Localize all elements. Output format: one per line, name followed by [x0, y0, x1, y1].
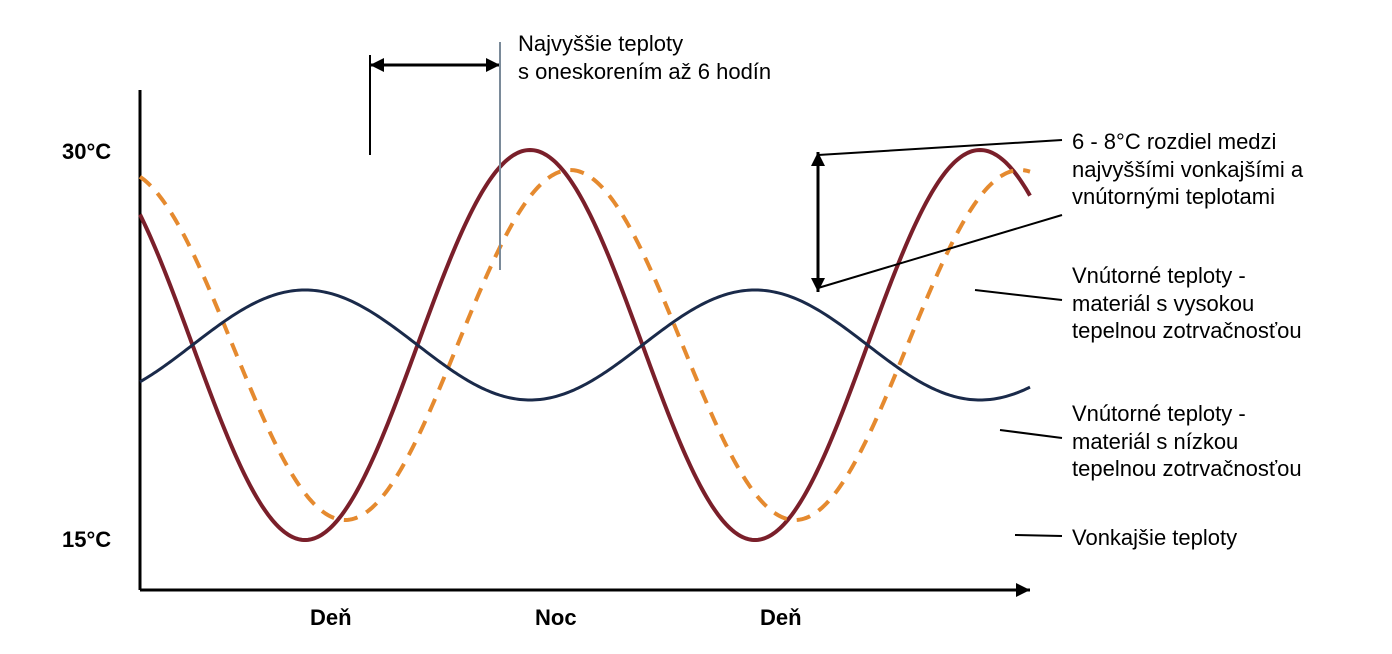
legend-high-l3: tepelnou zotrvačnosťou — [1072, 318, 1302, 343]
legend-low-l3: tepelnou zotrvačnosťou — [1072, 456, 1302, 481]
x-label-den-2: Deň — [760, 604, 802, 632]
y-tick-15: 15°C — [62, 526, 111, 554]
legend-ext-l1: Vonkajšie teploty — [1072, 525, 1237, 550]
anno-diff-l3: vnútornými teplotami — [1072, 184, 1275, 209]
anno-diff-l1: 6 - 8°C rozdiel medzi — [1072, 129, 1276, 154]
y-tick-30: 30°C — [62, 138, 111, 166]
legend-high-l1: Vnútorné teploty - — [1072, 263, 1246, 288]
anno-top-l2: s oneskorením až 6 hodín — [518, 59, 771, 84]
legend-exterior: Vonkajšie teploty — [1072, 524, 1382, 552]
legend-low-l1: Vnútorné teploty - — [1072, 401, 1246, 426]
x-label-den-1: Deň — [310, 604, 352, 632]
legend-low-l2: materiál s nízkou — [1072, 429, 1238, 454]
chart-root: 30°C 15°C Deň Noc Deň Najvyššie teploty … — [0, 0, 1392, 654]
anno-top-l1: Najvyššie teploty — [518, 31, 683, 56]
anno-diff-l2: najvyššími vonkajšími a — [1072, 157, 1303, 182]
legend-low-mass: Vnútorné teploty - materiál s nízkou tep… — [1072, 400, 1382, 483]
anno-top: Najvyššie teploty s oneskorením až 6 hod… — [518, 30, 771, 85]
anno-diff: 6 - 8°C rozdiel medzi najvyššími vonkajš… — [1072, 128, 1382, 211]
x-label-noc: Noc — [535, 604, 577, 632]
legend-high-mass: Vnútorné teploty - materiál s vysokou te… — [1072, 262, 1382, 345]
legend-high-l2: materiál s vysokou — [1072, 291, 1254, 316]
